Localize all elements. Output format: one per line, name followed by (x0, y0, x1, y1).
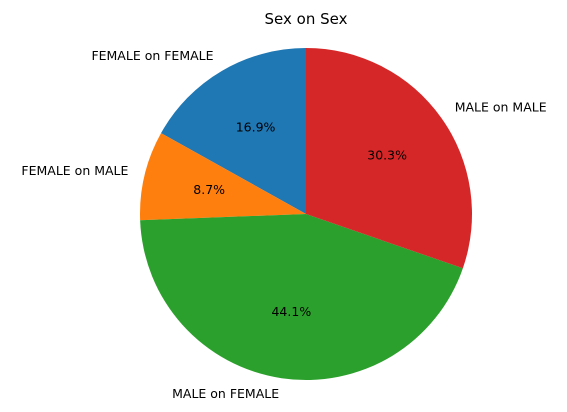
category-label-male-on-female: MALE on FEMALE (172, 386, 279, 401)
chart-title: Sex on Sex (265, 10, 348, 28)
category-label-male-on-male: MALE on MALE (455, 100, 547, 115)
percent-label-female-on-female: 16.9% (236, 120, 276, 135)
pie-slice-female-on-male (140, 133, 306, 221)
pie-slice-male-on-male (306, 48, 472, 269)
pie-slices (140, 48, 472, 380)
category-label-female-on-female: FEMALE on FEMALE (91, 48, 213, 63)
percent-label-male-on-male: 30.3% (367, 148, 407, 163)
category-label-female-on-male: FEMALE on MALE (21, 163, 128, 178)
percent-label-male-on-female: 44.1% (271, 304, 311, 319)
pie-slice-male-on-female (140, 214, 463, 380)
pie-labels: FEMALE on FEMALE 16.9% FEMALE on MALE 8.7% M… (21, 48, 546, 401)
pie-slice-female-on-female (161, 48, 306, 214)
percent-label-female-on-male: 8.7% (193, 182, 225, 197)
